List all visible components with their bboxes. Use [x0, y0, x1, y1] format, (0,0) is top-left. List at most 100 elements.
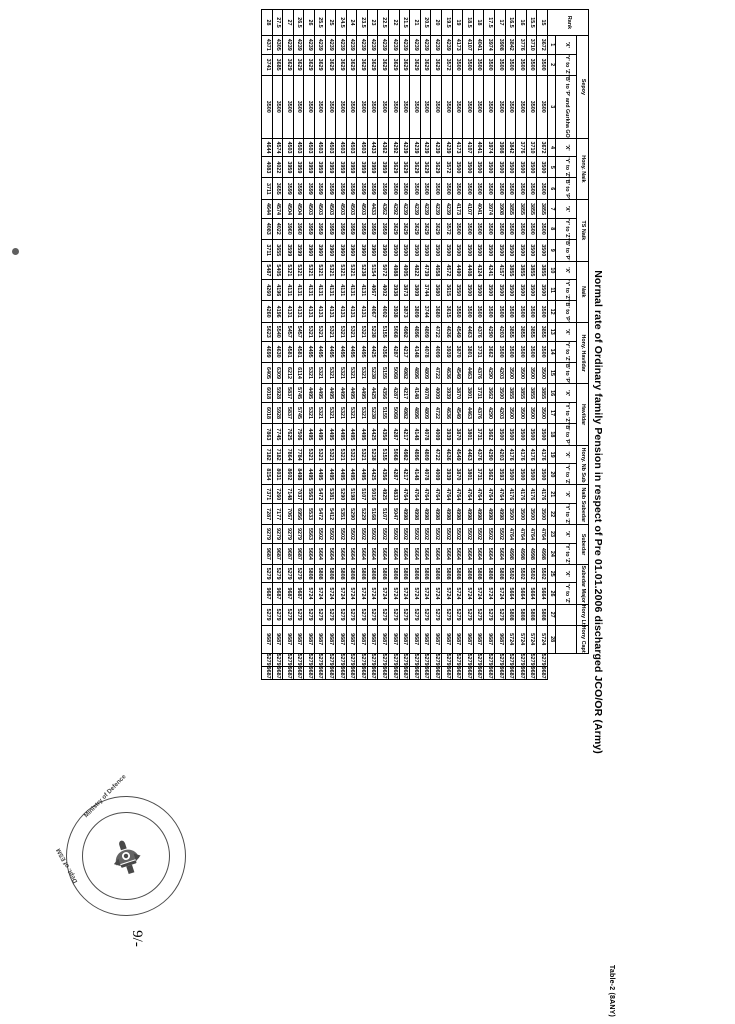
rate-cell: 3500 — [483, 279, 495, 301]
rate-cell: 3959 — [303, 156, 314, 178]
rate-cell: 3629 — [409, 156, 420, 178]
rate-cell: 3711 — [260, 177, 272, 200]
rate-cell: 3599 — [282, 239, 293, 262]
rate-cell: 9687 — [282, 625, 293, 654]
rate-cell: 5664 — [462, 543, 473, 565]
rate-cell: 5279 — [525, 653, 537, 667]
column-number: 22 — [547, 503, 555, 525]
rate-cell: 5502 — [313, 524, 325, 544]
rate-cell: 5664 — [303, 543, 314, 565]
sub-header: 'X' — [555, 35, 576, 55]
rate-cell: 8602 — [282, 463, 293, 485]
rate-cell: 3960 — [313, 239, 325, 262]
rate-cell: 9687 — [260, 582, 272, 605]
rate-cell: 9687 — [525, 666, 537, 680]
rate-cell: 3500 — [282, 75, 293, 139]
rate-cell: 3500 — [462, 156, 473, 178]
rate-cell: 4998 — [483, 503, 495, 525]
rate-cell: 5808 — [345, 564, 357, 583]
rate-cell: 9687 — [377, 625, 389, 654]
rate-cell: 5502 — [366, 524, 378, 544]
rate-cell: 4196 — [271, 300, 283, 323]
rate-cell: 3662 — [483, 423, 495, 446]
rate-cell: 5321 — [324, 402, 336, 424]
rank-cell: 28 — [260, 9, 272, 36]
landscape-content: Table-2 (8ANY) Normal rate of Ordinary f… — [133, 7, 615, 1017]
rate-cell: 3629 — [398, 218, 410, 240]
rate-cell: 4002 — [377, 300, 389, 323]
rate-cell: 3500 — [536, 279, 547, 301]
rate-cell: 5808 — [324, 564, 336, 583]
rate-cell: 9687 — [282, 543, 293, 565]
rate-cell: 3615 — [441, 279, 452, 301]
rate-cell: 5664 — [409, 543, 420, 565]
rate-cell: 4998 — [398, 503, 410, 525]
rate-cell: 5745 — [292, 402, 304, 424]
rate-cell: 3500 — [451, 239, 463, 262]
rate-cell: 4287 — [388, 423, 399, 446]
rate-cell: 4239 — [409, 138, 420, 157]
rate-cell: 4131 — [292, 300, 304, 323]
column-number: 19 — [547, 445, 555, 464]
rate-cell: 3500 — [313, 75, 325, 139]
sub-header — [555, 625, 576, 654]
rate-cell: 3500 — [525, 239, 537, 262]
rate-cell: 3500 — [483, 218, 495, 240]
rate-cell: 3500 — [398, 177, 410, 200]
rate-cell: 5502 — [345, 524, 357, 544]
rate-cell: 5502 — [525, 564, 537, 583]
rate-cell: 5279 — [515, 653, 526, 667]
rate-cell: 5563 — [303, 524, 314, 544]
rate-cell: 4463 — [462, 322, 473, 342]
rate-cell: 5502 — [324, 524, 336, 544]
rate-cell: 9687 — [515, 666, 526, 680]
table-row: 16 3776 3500 3500 3776 3500 3500 3855 3500 3500 38… — [515, 9, 526, 680]
rate-cell: 3959 — [292, 156, 304, 178]
rate-cell: 5238 — [366, 322, 378, 342]
rate-cell: 4699 — [260, 341, 272, 363]
rate-cell: 5808 — [335, 564, 346, 583]
rate-cell: 4722 — [430, 362, 442, 384]
rate-cell: 3959 — [324, 156, 336, 178]
rate-cell: 5321 — [303, 362, 314, 384]
rate-cell: 3672 — [536, 138, 547, 157]
rate-cell: 4636 — [441, 445, 452, 464]
rate-cell: 3855 — [515, 199, 526, 219]
rate-cell: 3500 — [430, 75, 442, 139]
rate-cell: 5238 — [366, 362, 378, 384]
rate-cell: 3500 — [441, 75, 452, 139]
rate-cell: 4809 — [419, 445, 431, 464]
sub-header: 'X' — [555, 199, 576, 219]
rate-cell: 4287 — [388, 463, 399, 485]
rate-cell: 3959 — [324, 218, 336, 240]
rate-cell: 4503 — [303, 138, 314, 157]
rate-cell: 4722 — [430, 322, 442, 342]
column-number: 3 — [547, 75, 555, 139]
rate-cell: 3855 — [515, 322, 526, 342]
rate-cell: 5238 — [366, 445, 378, 464]
rate-cell: 3500 — [515, 177, 526, 200]
rate-cell: 4425 — [366, 423, 378, 446]
rate-cell: 5279 — [271, 604, 283, 626]
sub-header: 'B' to 'P' and Gurkha GO — [555, 75, 576, 139]
rate-cell: 5290 — [345, 503, 357, 525]
table-row: 22 4239 3629 3500 4292 3629 3500 4292 3629 3500 49… — [388, 9, 399, 680]
rate-cell: 7182 — [271, 445, 283, 464]
table-row: 26 4239 3629 3500 4503 3959 3599 4503 3959 3960 53… — [303, 9, 314, 680]
rate-cell: 4503 — [324, 138, 336, 157]
rate-cell: 9279 — [271, 524, 283, 544]
rate-cell: 4495 — [313, 463, 325, 485]
rate-cell: 4998 — [462, 503, 473, 525]
rate-cell: 4131 — [313, 279, 325, 301]
table-row: 15 3672 3500 3500 3672 3500 3500 3855 3500 3500 38… — [536, 9, 547, 680]
rate-cell: 3500 — [536, 463, 547, 485]
rate-cell: 3959 — [345, 156, 357, 178]
rate-cell: 5279 — [282, 653, 293, 667]
rate-cell: 5724 — [335, 582, 346, 605]
rate-cell: 4131 — [345, 300, 357, 323]
sub-header: 'B' to 'P' — [555, 362, 576, 384]
sub-header: 'Y' to 'Z' — [555, 279, 576, 301]
rate-cell: 4176 — [504, 484, 516, 504]
rate-cell: 4176 — [504, 445, 516, 464]
rate-cell: 4925 — [377, 484, 389, 504]
